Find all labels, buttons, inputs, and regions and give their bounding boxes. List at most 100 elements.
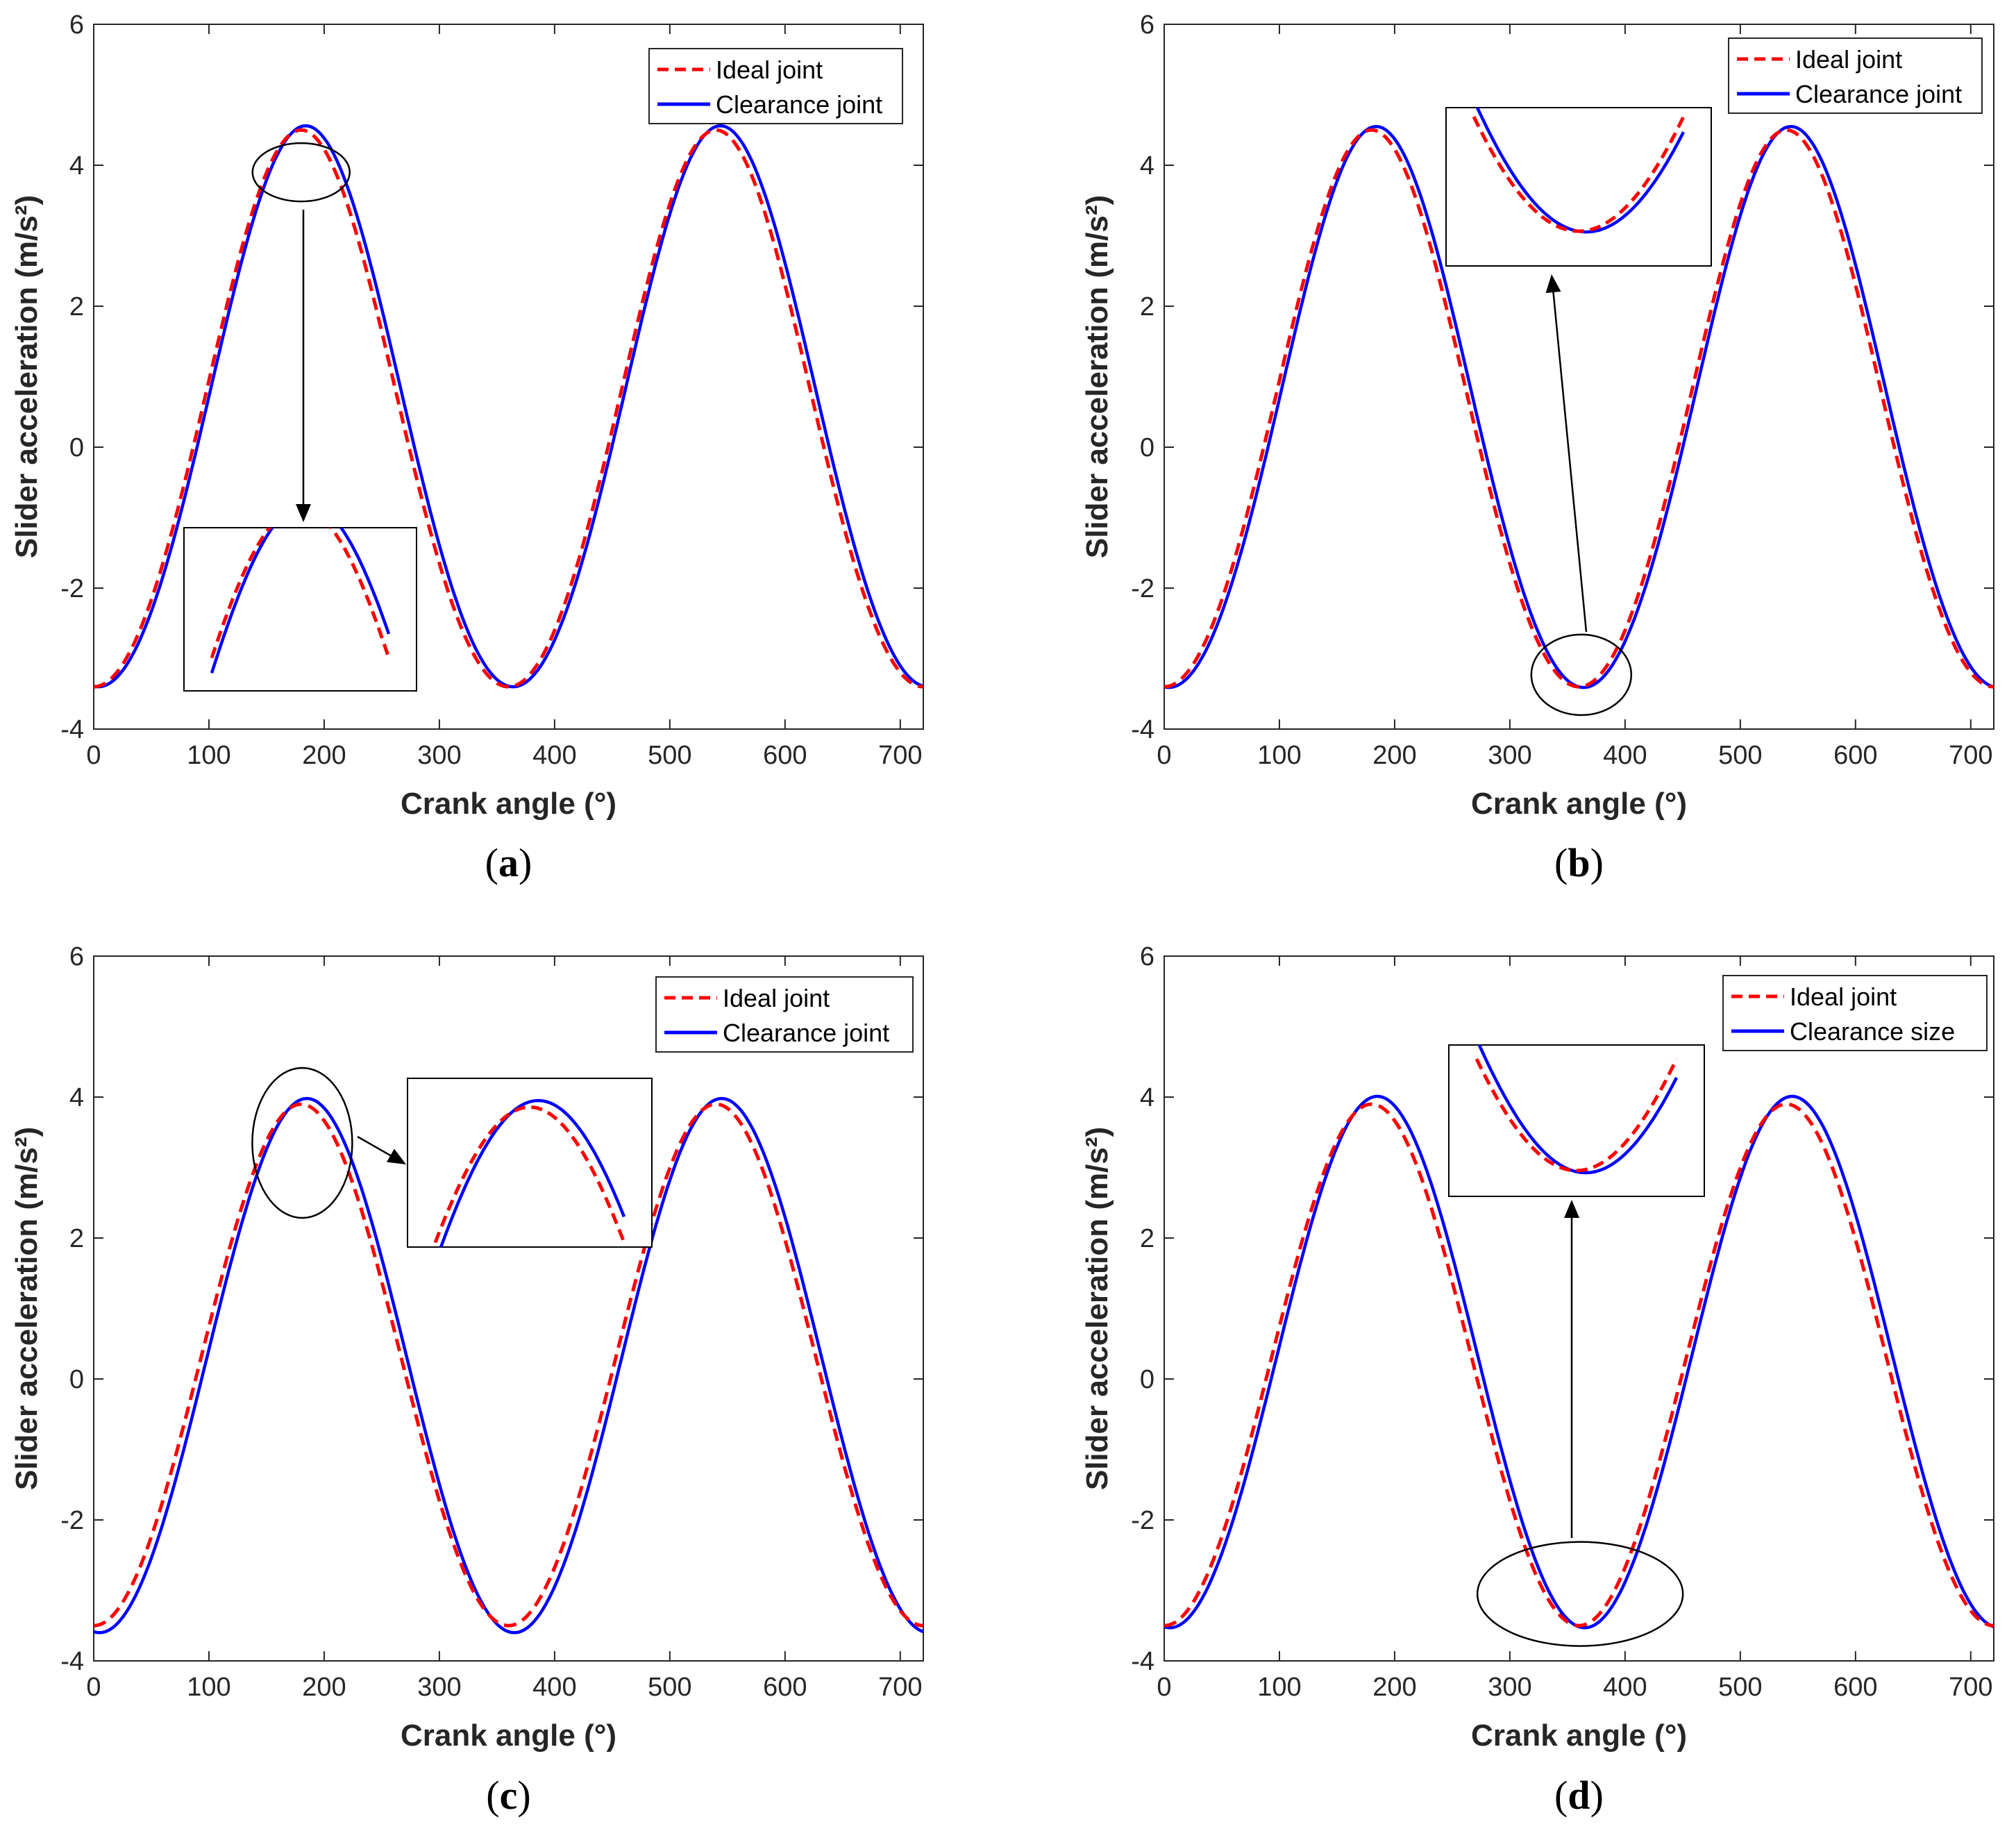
x-tick-label: 400 <box>1603 741 1647 770</box>
zoom-series-line <box>433 1105 626 1244</box>
y-axis-label: Slider acceleration (m/s²) <box>1080 195 1114 558</box>
series-line-ideal <box>1164 128 1994 689</box>
panel-caption: (c) <box>486 1773 530 1818</box>
x-tick-label: 0 <box>86 1673 101 1702</box>
x-tick-label: 200 <box>1372 1673 1416 1702</box>
panel-caption: (d) <box>1554 1773 1604 1818</box>
legend-box <box>1728 37 1983 114</box>
x-tick-label: 600 <box>1833 1673 1877 1702</box>
x-tick-label: 100 <box>187 1673 230 1702</box>
x-tick-label: 0 <box>1157 741 1171 770</box>
legend-box <box>1722 975 1988 1051</box>
legend-entry: Ideal joint <box>1790 983 1897 1011</box>
panel-caption: (a) <box>485 840 532 885</box>
y-tick-label: 2 <box>69 1224 84 1253</box>
panel-caption: (b) <box>1554 840 1604 885</box>
x-tick-label: 300 <box>1488 741 1531 770</box>
x-tick-label: 500 <box>1718 1673 1762 1702</box>
series-line-ideal <box>1164 1102 1994 1628</box>
x-tick-label: 400 <box>532 1673 576 1702</box>
legend: Ideal joint Clearance joint <box>648 48 903 124</box>
x-axis-label: Crank angle (°) <box>1471 787 1687 821</box>
y-axis-label: Slider acceleration (m/s²) <box>10 195 44 558</box>
x-tick-label: 700 <box>878 1673 922 1702</box>
y-tick-label: 6 <box>1140 942 1154 971</box>
y-tick-label: 6 <box>69 10 84 40</box>
x-tick-label: 0 <box>1157 1673 1171 1702</box>
legend-entry: Clearance size <box>1790 1017 1955 1046</box>
y-tick-label: 4 <box>69 151 84 181</box>
x-tick-label: 300 <box>417 741 461 770</box>
legend-entry: Clearance joint <box>716 90 882 119</box>
zoom-series-line <box>210 528 391 674</box>
chart-panel-b: 0 100 200 300 400 500 600 700 -4 -2 0 2 4 6 Crank angl… <box>1080 10 1994 885</box>
zoom-ellipse <box>251 1067 353 1219</box>
x-tick-label: 700 <box>878 741 922 770</box>
y-tick-label: 2 <box>1140 292 1154 321</box>
x-tick-label: 200 <box>302 1673 346 1702</box>
legend: Ideal joint Clearance size <box>1722 975 1988 1051</box>
chart-panel-a: 0 100 200 300 400 500 600 700 -4 -2 0 2 4 6 Crank angl… <box>10 10 924 885</box>
legend-entry: Ideal joint <box>723 984 830 1012</box>
x-tick-label: 500 <box>648 1673 691 1702</box>
legend-box <box>648 48 903 124</box>
series-line-clearance <box>94 1096 923 1634</box>
legend-entry: Ideal joint <box>716 56 823 84</box>
legend: Ideal joint Clearance joint <box>655 976 914 1053</box>
x-tick-label: 0 <box>86 741 101 770</box>
x-axis-label: Crank angle (°) <box>401 787 616 821</box>
zoom-arrow-head <box>296 504 311 522</box>
zoom-ellipse <box>1476 1541 1684 1647</box>
x-tick-label: 200 <box>1372 741 1416 770</box>
y-tick-label: 4 <box>1140 151 1154 181</box>
legend-box <box>655 976 914 1053</box>
x-tick-label: 300 <box>1488 1673 1531 1702</box>
legend: Ideal joint Clearance joint <box>1728 37 1983 114</box>
zoom-inset-box <box>183 527 417 692</box>
x-tick-label: 300 <box>417 1673 461 1702</box>
y-tick-label: -2 <box>1131 1506 1154 1535</box>
x-tick-label: 200 <box>302 741 346 770</box>
y-axis-label: Slider acceleration (m/s²) <box>1080 1127 1114 1490</box>
zoom-arrow-head <box>386 1148 406 1164</box>
y-tick-label: -2 <box>60 1506 84 1535</box>
series-line-ideal <box>94 128 923 689</box>
y-tick-label: 0 <box>1140 1365 1154 1394</box>
x-tick-label: 100 <box>1257 1673 1301 1702</box>
y-tick-label: 6 <box>69 942 84 971</box>
y-tick-label: 6 <box>1140 10 1154 40</box>
zoom-inset-box <box>407 1078 653 1248</box>
y-tick-label: 4 <box>69 1083 84 1112</box>
y-tick-label: 2 <box>69 292 84 321</box>
legend-entry: Clearance joint <box>1795 80 1962 108</box>
series-line-ideal <box>94 1102 923 1628</box>
y-tick-label: -4 <box>60 1647 84 1676</box>
plot-area <box>93 955 924 1662</box>
x-tick-label: 100 <box>187 741 230 770</box>
zoom-ellipse <box>1530 633 1633 717</box>
x-tick-label: 600 <box>763 741 807 770</box>
chart-panel-d: 0 100 200 300 400 500 600 700 -4 -2 0 2 4 6 Crank angl… <box>1080 942 1994 1818</box>
y-tick-label: -2 <box>1131 574 1154 603</box>
y-tick-label: -4 <box>60 715 84 744</box>
zoom-arrow-head <box>1545 274 1561 293</box>
y-tick-label: 4 <box>1140 1083 1154 1112</box>
x-tick-label: 100 <box>1257 741 1301 770</box>
zoom-arrow-line <box>357 1135 396 1160</box>
zoom-inset-box <box>1445 107 1712 267</box>
zoom-arrow-line <box>1552 286 1588 633</box>
zoom-arrow-head <box>1564 1200 1579 1218</box>
y-tick-label: 0 <box>69 1365 84 1394</box>
y-tick-label: 0 <box>1140 433 1154 462</box>
legend-entry: Ideal joint <box>1795 45 1902 74</box>
y-tick-label: 0 <box>69 433 84 462</box>
y-tick-label: -4 <box>1131 715 1154 744</box>
zoom-series-line <box>1475 1058 1679 1173</box>
x-tick-label: 700 <box>1949 1673 1992 1702</box>
y-axis-label: Slider acceleration (m/s²) <box>10 1127 44 1490</box>
zoom-series-line <box>1472 115 1686 233</box>
legend-entry: Clearance joint <box>723 1019 889 1047</box>
x-tick-label: 500 <box>1718 741 1762 770</box>
chart-panel-c: 0 100 200 300 400 500 600 700 -4 -2 0 2 4 6 Crank angl… <box>10 942 924 1818</box>
